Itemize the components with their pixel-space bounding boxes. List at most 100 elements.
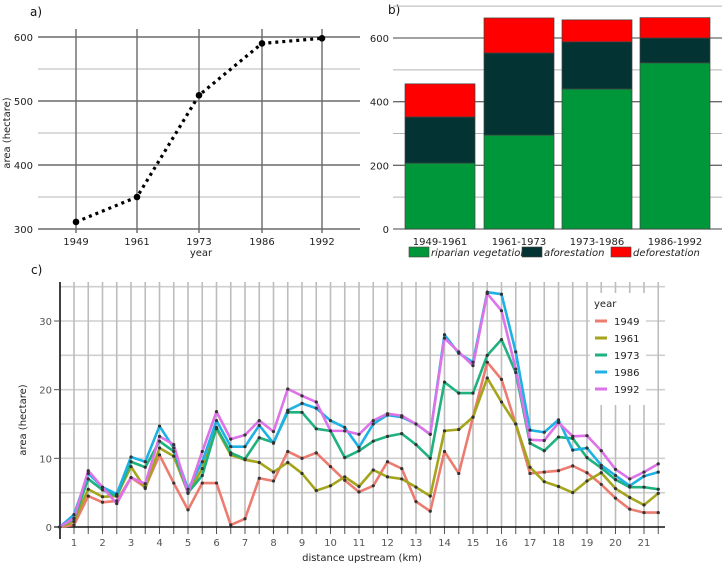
data-point (556, 421, 561, 425)
data-point (428, 432, 432, 436)
data-point (585, 479, 589, 483)
data-point (314, 489, 318, 493)
data-point (200, 467, 204, 471)
panel-c-y-axis-title: area (hectare) (18, 384, 29, 455)
legend-swatch (521, 246, 543, 258)
y-tick-label: 400 (14, 161, 33, 172)
data-point (471, 364, 475, 368)
data-point (286, 408, 290, 412)
x-tick-label: 16 (495, 538, 508, 549)
data-point (257, 436, 261, 440)
data-point (585, 434, 589, 438)
data-point (157, 424, 162, 428)
legend-label: 1949 (614, 317, 639, 328)
points-1992 (58, 291, 660, 529)
x-tick-label: 14 (438, 538, 451, 549)
data-point (613, 486, 618, 491)
x-tick-label: 10 (324, 538, 337, 549)
data-point (471, 415, 475, 419)
bar-segment-riparian-vegetation (483, 134, 555, 230)
data-point (186, 487, 190, 491)
data-point (100, 500, 105, 504)
data-point (442, 449, 447, 454)
x-tick-label: 1986-1992 (648, 237, 703, 248)
legend-label: 1961 (614, 334, 639, 345)
data-point (129, 460, 133, 464)
data-point (314, 400, 318, 404)
data-point (343, 475, 347, 479)
data-point (143, 465, 147, 469)
data-point (229, 451, 233, 455)
data-point (314, 427, 318, 431)
data-point (86, 471, 90, 476)
data-point (300, 394, 304, 398)
data-point (343, 478, 347, 482)
data-point (628, 495, 632, 500)
data-point (499, 337, 504, 342)
data-point (585, 471, 589, 475)
data-point (100, 485, 105, 489)
data-point (599, 471, 603, 475)
data-point (300, 471, 304, 476)
data-point (400, 414, 404, 418)
data-point (542, 449, 546, 453)
x-tick-label: 13 (410, 538, 423, 549)
x-tick-label: 19 (581, 538, 594, 549)
data-point (628, 484, 632, 488)
legend-label: 1973 (614, 351, 639, 362)
data-point (485, 291, 489, 296)
data-point (371, 484, 375, 488)
series-line (75, 36, 323, 224)
data-point (72, 516, 76, 520)
data-point (400, 432, 404, 436)
data-point (656, 510, 660, 515)
data-point (243, 445, 247, 449)
data-point (300, 410, 304, 414)
data-point (343, 425, 347, 430)
x-tick-label: 5 (185, 538, 191, 549)
data-point (371, 468, 375, 472)
x-tick-label: 8 (270, 538, 276, 549)
x-tick-label: 21 (638, 538, 651, 549)
panel-a-line-chart: a) 300 400 500 600 1949 1961 1973 1986 1992 yea… (2, 5, 360, 259)
data-point (343, 456, 347, 460)
data-point (143, 482, 147, 486)
data-point (528, 465, 532, 469)
y-tick-label: 0 (383, 225, 389, 236)
data-point (385, 434, 390, 438)
data-point (143, 460, 147, 464)
data-point (86, 477, 90, 481)
panel-c-legend: year 1949 1961 1973 1986 1992 (590, 293, 646, 405)
data-point (642, 485, 646, 489)
data-point (286, 460, 290, 465)
x-tick-label: 9 (299, 538, 305, 549)
legend-swatch (610, 246, 632, 258)
data-point (200, 449, 204, 454)
data-point (115, 492, 119, 496)
panel-b-label: b) (388, 3, 400, 17)
data-point (257, 476, 261, 480)
data-point (542, 470, 546, 474)
y-tick-label: 30 (39, 317, 52, 328)
data-point (656, 491, 660, 495)
y-tick-label: 10 (39, 454, 52, 465)
data-point (229, 445, 233, 449)
legend-label: 1986 (614, 368, 639, 379)
data-point (571, 491, 575, 495)
panel-a-x-ticks: 1949 1961 1973 1986 1992 (63, 237, 334, 248)
data-point (428, 494, 432, 498)
data-point (599, 449, 603, 453)
data-point (514, 370, 518, 375)
data-point (286, 449, 290, 454)
data-point (442, 429, 447, 433)
data-point (172, 454, 176, 458)
data-point (357, 432, 361, 436)
data-point (300, 456, 304, 460)
data-point (271, 470, 276, 474)
data-point (371, 439, 375, 443)
data-point (243, 457, 247, 461)
data-point (318, 34, 326, 42)
panel-a-series (72, 34, 326, 226)
legend-title: year (594, 299, 617, 310)
bar-segment-riparian-vegetation (639, 62, 711, 230)
